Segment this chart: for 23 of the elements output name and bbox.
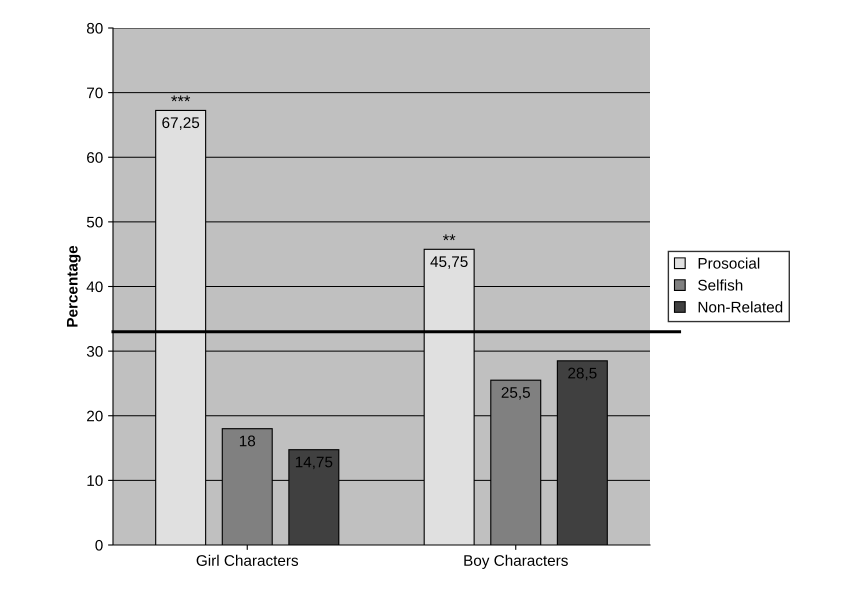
x-tick-label: Girl Characters: [196, 554, 298, 566]
data-label: 67,25: [162, 117, 200, 130]
y-axis-title: Percentage: [66, 246, 81, 327]
annotation: ***: [171, 95, 190, 102]
y-tick-label: 60: [87, 152, 103, 163]
y-tick-label: 20: [87, 410, 103, 422]
data-label: 28,5: [568, 368, 597, 380]
data-label: 14,75: [296, 456, 332, 470]
annotation: **: [442, 234, 456, 240]
y-tick-label: 10: [87, 475, 103, 486]
y-tick-label: 0: [95, 540, 103, 551]
y-tick-label: 70: [87, 87, 103, 98]
legend-label: Selfish: [698, 279, 742, 291]
data-label: 18: [240, 436, 256, 446]
y-tick-label: 30: [86, 346, 103, 357]
x-tick-label: Boy Characters: [464, 554, 568, 569]
data-label: 25,5: [502, 387, 530, 400]
y-tick-label: 80: [86, 22, 103, 34]
legend-label: Non-Related: [698, 301, 782, 312]
y-tick-label: 50: [86, 216, 103, 228]
data-label: 45,75: [430, 256, 468, 269]
y-tick-label: 40: [86, 281, 103, 292]
legend-label: Prosocial: [698, 258, 760, 269]
